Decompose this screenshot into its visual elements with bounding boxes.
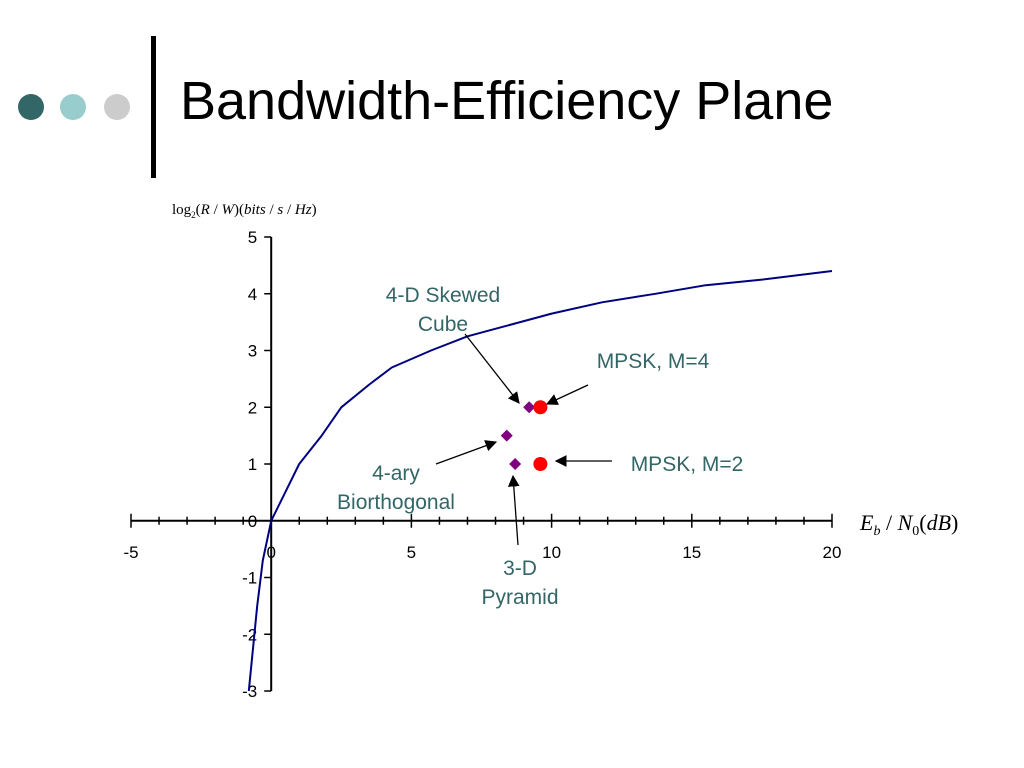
- y-tick-label: 4: [248, 285, 257, 304]
- x-tick-label: 20: [823, 543, 842, 562]
- annotation-4d-skewed-cube-arrow: [464, 333, 520, 404]
- y-tick-label: 2: [248, 398, 257, 417]
- data-point-diamond: [523, 401, 536, 414]
- y-tick-label: -1: [242, 569, 257, 588]
- x-tick-label: -5: [123, 543, 138, 562]
- y-axis-label: log2(R / W)(bits / s / Hz): [172, 202, 317, 220]
- x-tick-label: 5: [407, 543, 416, 562]
- bullet-dot-gray: [104, 94, 130, 120]
- x-axis-label: Eb / N0(dB): [859, 510, 958, 539]
- x-tick-label: 15: [682, 543, 701, 562]
- annotation-mpsk-m4-arrow: [545, 384, 589, 405]
- annotation-mpsk-m4: MPSK, M=4: [597, 350, 710, 373]
- data-point-diamond: [500, 429, 513, 442]
- x-tick-label: 10: [542, 543, 561, 562]
- bullet-dot-dark: [18, 94, 44, 120]
- bullet-dot-light: [60, 94, 86, 120]
- data-point-circle: [533, 457, 548, 471]
- capacity-curve: [247, 270, 833, 692]
- y-tick-label: 0: [248, 512, 257, 531]
- annotation-4ary-biorthogonal: 4-ary Biorthogonal: [337, 462, 455, 514]
- annotation-3d-pyramid-arrow: [507, 474, 520, 546]
- y-tick-label: 3: [248, 342, 257, 361]
- x-tick-label: 0: [266, 543, 275, 562]
- y-tick-label: -3: [242, 682, 257, 701]
- annotation-mpsk-m2: MPSK, M=2: [631, 453, 744, 476]
- annotation-4d-skewed-cube: 4-D Skewed Cube: [386, 284, 500, 336]
- data-point-diamond: [509, 458, 522, 470]
- data-point-circle: [533, 400, 548, 415]
- title-divider: [151, 36, 156, 178]
- annotation-4ary-biorthogonal-arrow: [435, 440, 498, 465]
- y-tick-label: 5: [248, 228, 257, 247]
- annotation-3d-pyramid: 3-D Pyramid: [481, 557, 558, 609]
- slide-title: Bandwidth-Efficiency Plane: [180, 71, 834, 131]
- y-tick-label: 1: [248, 455, 257, 474]
